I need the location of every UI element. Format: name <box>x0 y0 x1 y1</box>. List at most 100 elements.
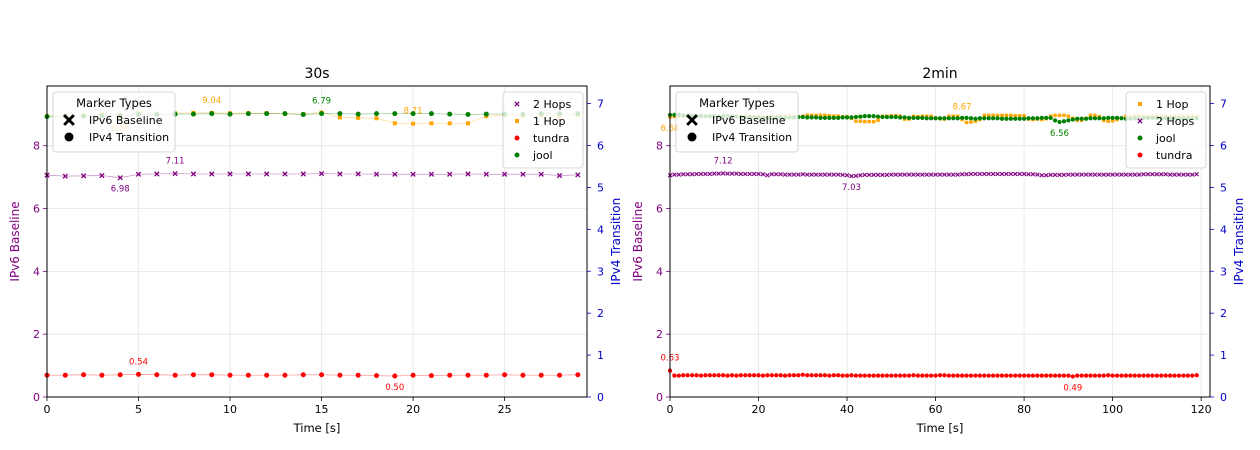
data-point <box>880 172 885 178</box>
data-point <box>1123 172 1129 177</box>
data-point <box>392 171 398 177</box>
x-tick-label: 100 <box>1102 403 1123 416</box>
series-legend-box <box>1125 91 1207 169</box>
data-point <box>1093 113 1097 118</box>
data-point <box>1194 172 1199 177</box>
data-point <box>245 372 251 378</box>
data-point <box>1013 114 1017 118</box>
data-point <box>1035 373 1040 378</box>
series-legend-label: 1 Hop <box>1156 98 1188 111</box>
data-point <box>796 172 801 177</box>
data-point <box>805 115 810 120</box>
data-point <box>738 171 744 177</box>
data-point <box>862 172 868 178</box>
y-right-tick-label: 0 <box>1220 391 1227 404</box>
data-point <box>1092 172 1098 177</box>
data-point <box>782 373 788 378</box>
data-label: 8.67 <box>953 103 972 113</box>
x-tick-label: 5 <box>135 403 142 416</box>
data-point <box>1119 116 1124 121</box>
data-point <box>190 111 196 117</box>
data-point <box>893 114 898 120</box>
data-point <box>1021 171 1027 177</box>
data-point <box>769 172 775 177</box>
data-point <box>373 111 379 117</box>
series-legend: 2 Hops 1 Hop tundra jool <box>502 91 584 169</box>
data-point <box>924 373 929 378</box>
y-left-tick-label: 2 <box>656 328 663 341</box>
data-point <box>1035 116 1040 121</box>
data-point <box>911 373 916 378</box>
data-point <box>862 114 867 119</box>
data-point <box>428 111 434 117</box>
legend-circle-icon <box>64 132 74 142</box>
data-point <box>990 171 996 177</box>
data-point <box>897 172 903 177</box>
data-point <box>813 172 819 177</box>
data-point <box>1057 119 1062 125</box>
data-point <box>893 373 898 378</box>
data-point <box>1176 172 1182 177</box>
data-point <box>1052 373 1058 378</box>
data-point <box>1145 172 1151 177</box>
marker-legend-label: IPv4 Transition <box>712 131 792 144</box>
data-point <box>672 172 677 177</box>
data-point <box>1070 172 1076 177</box>
data-point <box>876 118 880 123</box>
series-legend-label: jool <box>532 149 553 162</box>
y-left-tick-label: 8 <box>656 140 663 153</box>
data-point <box>889 172 894 177</box>
data-point <box>946 172 952 177</box>
data-point <box>818 115 823 120</box>
data-point <box>1176 373 1182 378</box>
data-point <box>720 171 726 176</box>
y-right-tick-label: 6 <box>1220 140 1227 153</box>
data-point <box>920 373 925 378</box>
data-point <box>902 373 907 378</box>
data-point <box>849 373 854 378</box>
data-point <box>862 373 867 378</box>
x-axis-label: Time [s] <box>916 421 964 435</box>
data-point <box>538 372 544 378</box>
data-point <box>756 171 761 177</box>
data-point <box>1088 373 1093 378</box>
data-point <box>999 373 1005 378</box>
data-point <box>411 121 416 126</box>
data-point <box>818 373 823 378</box>
series-legend-label: jool <box>1155 132 1176 145</box>
data-point <box>791 172 797 177</box>
plot-frame <box>669 85 1211 398</box>
data-point <box>1061 172 1067 178</box>
data-point <box>538 171 544 177</box>
series-legend-label: 2 Hops <box>533 98 571 111</box>
data-label: 0.54 <box>129 357 148 367</box>
data-point <box>502 372 508 378</box>
data-point <box>575 172 581 178</box>
data-point <box>1137 373 1142 378</box>
data-point <box>747 373 752 378</box>
data-point <box>725 373 730 378</box>
data-point <box>955 373 960 378</box>
data-point <box>827 373 832 378</box>
legend-marker-icon <box>515 119 519 123</box>
data-point <box>694 171 699 177</box>
data-point <box>760 373 766 378</box>
marker-legend: Marker Types IPv6 Baseline IPv4 Transition <box>675 91 799 153</box>
legend-marker-icon <box>1138 102 1142 106</box>
data-point <box>751 373 757 378</box>
data-point <box>1119 172 1124 177</box>
data-point <box>800 172 806 177</box>
data-point <box>209 171 215 177</box>
data-point <box>982 116 987 121</box>
data-point <box>716 373 721 378</box>
data-point <box>694 373 699 378</box>
data-point <box>955 116 960 121</box>
data-point <box>1039 373 1044 378</box>
y-left-tick-label: 4 <box>656 265 663 278</box>
data-point <box>1013 373 1018 378</box>
y-left-tick-label: 6 <box>656 203 663 216</box>
y-left-axis-label: IPv6 Baseline <box>631 201 645 281</box>
x-tick-label: 15 <box>315 403 329 416</box>
data-point <box>1163 373 1168 378</box>
